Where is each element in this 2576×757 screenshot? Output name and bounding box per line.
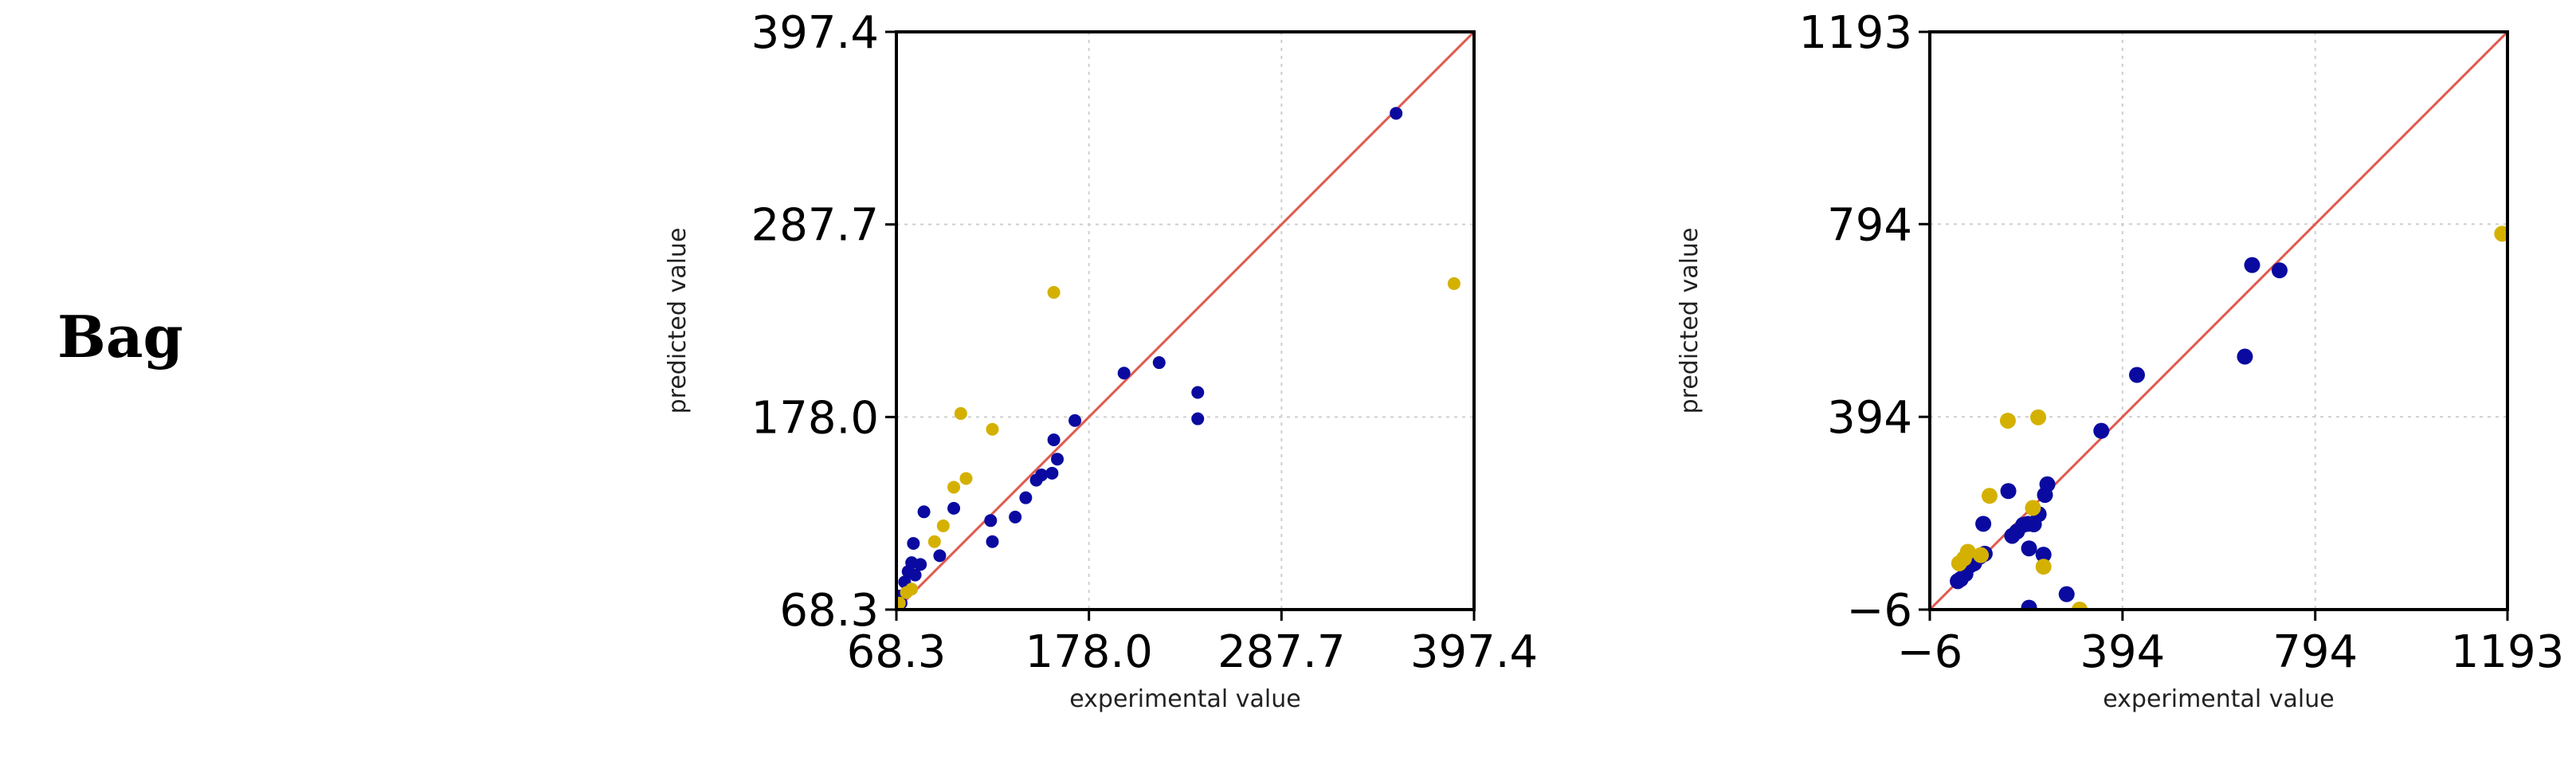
scatter-plot-left: 68.368.3 178.0 178.0 287.7 287.7 397.4 397.4 ex… <box>664 7 1538 713</box>
x-tick-label: −6 <box>1897 626 1963 678</box>
data-point-series-0 <box>2035 547 2052 563</box>
data-point-series-0 <box>2129 367 2146 383</box>
data-point-series-0 <box>914 558 927 571</box>
data-point-series-0 <box>1390 107 1403 120</box>
y-tick-label: 178.0 <box>751 392 879 444</box>
points-group <box>896 107 1461 610</box>
y-tick-label: −6 <box>1846 585 1912 637</box>
y-axis-label: predicted value <box>1676 228 1704 414</box>
data-point-series-0 <box>907 536 920 550</box>
data-point-series-1 <box>959 472 973 485</box>
data-point-series-1 <box>2035 559 2052 575</box>
data-point-series-0 <box>2271 262 2288 279</box>
data-point-series-0 <box>1117 367 1131 380</box>
x-axis-label: experimental value <box>2103 685 2335 713</box>
plot-frame <box>1928 30 2509 611</box>
data-point-series-0 <box>1152 356 1166 370</box>
data-point-series-0 <box>2000 483 2017 500</box>
data-point-series-0 <box>2058 586 2075 602</box>
data-point-series-0 <box>1047 433 1061 446</box>
x-tick-label: 1193 <box>2451 626 2565 678</box>
y-tick-label: 397.4 <box>751 7 879 59</box>
data-point-series-1 <box>1973 547 1990 563</box>
data-point-series-1 <box>2030 409 2047 426</box>
data-point-series-1 <box>896 596 906 610</box>
data-point-series-1 <box>1981 488 1998 504</box>
data-point-series-0 <box>1191 386 1205 399</box>
y-tick-label: 287.7 <box>751 200 879 252</box>
data-point-series-0 <box>901 565 915 579</box>
data-point-series-1 <box>1951 555 1967 571</box>
data-point-series-0 <box>2093 422 2110 439</box>
x-tick-label: 287.7 <box>1217 626 1345 678</box>
data-point-series-0 <box>1191 412 1205 426</box>
identity-line <box>896 32 1474 610</box>
y-tick-label: 68.3 <box>779 585 879 637</box>
data-point-series-1 <box>2494 226 2507 242</box>
data-point-series-1 <box>986 422 999 436</box>
data-point-series-1 <box>1447 277 1461 290</box>
data-point-series-0 <box>933 549 947 563</box>
data-point-series-1 <box>2025 500 2041 516</box>
data-point-series-0 <box>2237 348 2253 365</box>
row-label: Bag <box>57 303 183 371</box>
data-point-series-0 <box>917 505 931 519</box>
x-tick-label: 794 <box>2272 626 2358 678</box>
data-point-series-0 <box>986 535 999 548</box>
x-axis-label: experimental value <box>1069 685 1301 713</box>
data-point-series-0 <box>1068 414 1082 427</box>
data-point-series-0 <box>2021 599 2037 610</box>
points-group <box>1950 226 2507 610</box>
data-point-series-1 <box>947 480 961 494</box>
data-point-series-1 <box>936 519 950 532</box>
data-point-series-1 <box>954 406 967 420</box>
data-point-series-1 <box>1047 285 1061 299</box>
data-point-series-0 <box>1051 453 1065 466</box>
data-point-series-0 <box>1019 491 1033 504</box>
x-tick-label: 394 <box>2080 626 2165 678</box>
identity-line <box>1930 32 2507 610</box>
scatter-plot-right: −6−6 394 394 794 794 1193 1193 experimental val… <box>1676 7 2565 713</box>
data-point-series-0 <box>1975 516 1992 532</box>
x-tick-label: 68.3 <box>847 626 947 678</box>
y-tick-label: 1193 <box>1798 7 1912 59</box>
data-point-series-0 <box>1029 473 1043 487</box>
x-tick-label: 397.4 <box>1410 626 1538 678</box>
y-axis-label: predicted value <box>664 228 692 414</box>
data-point-series-0 <box>984 514 998 528</box>
data-point-series-0 <box>2244 257 2260 273</box>
data-point-series-1 <box>905 582 919 596</box>
data-point-series-0 <box>1045 466 1059 480</box>
data-point-series-0 <box>2021 540 2037 557</box>
data-point-series-1 <box>1999 412 2016 429</box>
plot-frame <box>895 30 1476 611</box>
data-point-series-0 <box>2037 487 2053 504</box>
data-point-series-0 <box>2004 528 2021 544</box>
y-tick-label: 394 <box>1827 392 1912 444</box>
y-tick-label: 794 <box>1827 199 1912 251</box>
data-point-series-1 <box>2072 602 2088 610</box>
data-point-series-1 <box>927 535 941 548</box>
data-point-series-0 <box>1950 573 1966 590</box>
data-point-series-0 <box>947 501 961 515</box>
data-point-series-0 <box>1009 510 1022 524</box>
x-tick-label: 178.0 <box>1025 626 1153 678</box>
